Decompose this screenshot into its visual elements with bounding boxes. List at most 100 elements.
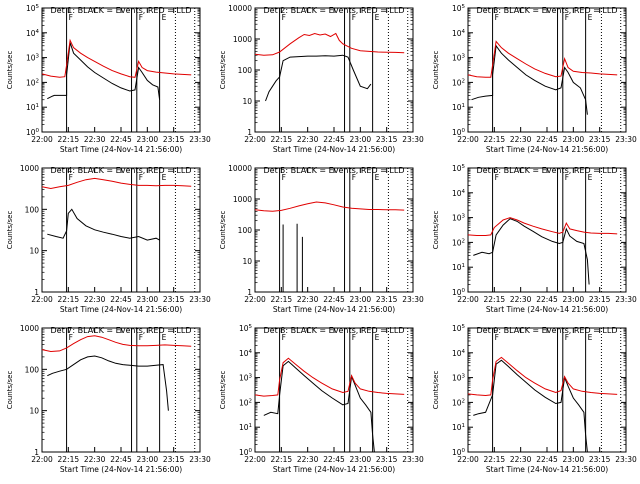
flag-label: E [588, 173, 593, 182]
flag-label: F [139, 173, 143, 182]
x-tick-label: 22:00 [31, 455, 53, 464]
y-tick-label: 1 [247, 288, 252, 297]
y-tick-label: 10 [242, 97, 252, 106]
y-axis-label: Counts/sec [219, 51, 227, 90]
y-tick-label: 10000 [228, 164, 252, 173]
flag-label: F [495, 173, 499, 182]
x-tick-label: 22:30 [510, 295, 532, 304]
chart-det6: Det 6: BLACK = Events, RED = LLD10010110… [432, 164, 637, 314]
x-tick-label: 22:00 [31, 295, 53, 304]
series-red-lld [41, 335, 192, 353]
flag-label: F [352, 173, 356, 182]
y-tick-label: 104 [452, 349, 466, 358]
series-red-lld [41, 177, 192, 190]
x-tick-label: 23:00 [563, 455, 585, 464]
y-axis-label: Counts/sec [219, 371, 227, 410]
flag-label: F [495, 333, 499, 342]
y-tick-label: 10 [29, 407, 39, 416]
flag-label: F [69, 333, 73, 342]
y-tick-label: 100 [452, 288, 466, 297]
y-tick-label: 104 [239, 349, 253, 358]
x-tick-label: 23:00 [563, 135, 585, 144]
x-tick-label: 22:30 [84, 135, 106, 144]
y-tick-label: 1 [247, 128, 252, 137]
x-tick-label: 23:15 [376, 135, 398, 144]
x-tick-label: 23:30 [402, 295, 424, 304]
flag-label: F [565, 173, 569, 182]
y-tick-label: 105 [452, 164, 466, 173]
x-tick-label: 22:45 [110, 135, 132, 144]
flag-label: F [282, 173, 286, 182]
y-tick-label: 103 [452, 214, 466, 223]
x-tick-label: 22:15 [58, 135, 80, 144]
x-tick-label: 22:00 [457, 295, 479, 304]
x-tick-label: 22:30 [510, 455, 532, 464]
panel-det8: Det 8: BLACK = Events, RED = LLD 100 101 10… [213, 320, 426, 484]
y-axis-label: Counts/sec [219, 211, 227, 250]
y-tick-label: 1 [34, 288, 39, 297]
x-tick-label: 22:15 [484, 295, 506, 304]
y-tick-label: 1 [34, 448, 39, 457]
plot-frame [41, 327, 201, 453]
x-tick-label: 23:00 [137, 455, 159, 464]
plot-frame [254, 167, 414, 293]
x-tick-label: 22:45 [536, 135, 558, 144]
x-tick-label: 23:00 [350, 135, 372, 144]
y-tick-label: 10 [242, 257, 252, 266]
series-red-lld [254, 357, 405, 397]
series-black-events [47, 208, 160, 241]
x-axis-label: Start Time (24-Nov-14 21:56:00) [60, 465, 182, 474]
y-tick-label: 103 [452, 374, 466, 383]
y-tick-label: 105 [452, 324, 466, 333]
x-tick-label: 23:00 [350, 295, 372, 304]
series-red-lld [467, 356, 618, 397]
x-tick-label: 22:30 [510, 135, 532, 144]
panel-det1: Det 1: BLACK = Events, RED = LLD 100 101 10… [0, 0, 213, 164]
y-tick-label: 100 [238, 66, 253, 75]
flag-label: F [139, 13, 143, 22]
panel-det9: Det 9: BLACK = Events, RED = LLD 100 101 10… [426, 320, 639, 484]
y-tick-label: 103 [26, 54, 40, 63]
x-tick-label: 22:45 [110, 295, 132, 304]
y-tick-label: 102 [239, 398, 252, 407]
series-red-lld [254, 201, 405, 212]
x-axis-label: Start Time (24-Nov-14 21:56:00) [273, 145, 395, 154]
x-tick-label: 22:00 [244, 295, 266, 304]
flag-label: F [352, 13, 356, 22]
x-tick-label: 22:00 [31, 135, 53, 144]
y-axis-label: Counts/sec [6, 211, 14, 250]
x-tick-label: 23:00 [350, 455, 372, 464]
series-black-events [47, 42, 161, 100]
y-axis-label: Counts/sec [432, 211, 440, 250]
y-tick-label: 100 [239, 448, 253, 457]
flag-label: E [588, 333, 593, 342]
x-tick-label: 22:45 [323, 295, 345, 304]
x-tick-label: 23:30 [615, 455, 637, 464]
y-tick-label: 100 [238, 226, 253, 235]
x-tick-label: 23:15 [163, 455, 185, 464]
x-tick-label: 22:15 [484, 135, 506, 144]
x-tick-label: 23:00 [137, 295, 159, 304]
y-tick-label: 100 [452, 448, 466, 457]
y-tick-label: 101 [452, 423, 465, 432]
x-tick-label: 23:30 [402, 455, 424, 464]
x-axis-label: Start Time (24-Nov-14 21:56:00) [486, 465, 608, 474]
panel-det2: Det 2: BLACK = Events, RED = LLD 1 10 100 10… [213, 0, 426, 164]
series-red-lld [467, 40, 618, 78]
x-tick-label: 23:00 [137, 135, 159, 144]
x-tick-label: 22:15 [271, 295, 293, 304]
x-axis-label: Start Time (24-Nov-14 21:56:00) [60, 305, 182, 314]
flag-label: F [282, 13, 286, 22]
flag-label: E [162, 173, 167, 182]
y-tick-label: 104 [452, 189, 466, 198]
x-tick-label: 22:45 [323, 135, 345, 144]
chart-det9: Det 9: BLACK = Events, RED = LLD10010110… [432, 324, 637, 474]
x-tick-label: 22:00 [244, 455, 266, 464]
y-tick-label: 102 [452, 238, 465, 247]
x-tick-label: 23:30 [189, 295, 211, 304]
plot-frame [41, 167, 201, 293]
x-tick-label: 22:30 [84, 295, 106, 304]
x-axis-label: Start Time (24-Nov-14 21:56:00) [486, 305, 608, 314]
y-tick-label: 10000 [228, 4, 252, 13]
panel-det5: Det 5: BLACK = Events, RED = LLD 1 10 100 10… [213, 160, 426, 324]
